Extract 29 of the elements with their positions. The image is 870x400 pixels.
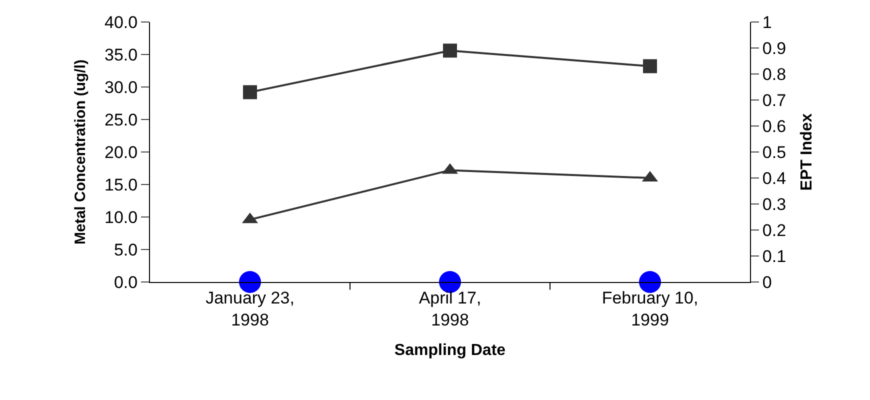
x-tick-label: February 10, 1999 xyxy=(602,288,698,330)
y2-tick-label: 0.3 xyxy=(762,194,786,214)
y2-tick-label: 0.9 xyxy=(762,38,786,58)
y2-tick-label: 0.1 xyxy=(762,246,786,266)
y2-tick-label: 0.5 xyxy=(762,142,786,162)
y-tick-label: 20.0 xyxy=(104,142,138,162)
point xyxy=(443,44,457,58)
y-tick-label: 15.0 xyxy=(104,175,138,194)
y2-tick-label: 0 xyxy=(762,272,772,292)
x-tick-label: April 17, 1998 xyxy=(418,288,482,330)
y2-tick-label: 1 xyxy=(762,12,772,32)
y2-tick-label: 0.2 xyxy=(762,220,786,240)
y2-tick-label: 0.4 xyxy=(762,168,786,188)
y-axis-title: Metal Concentration (ug/l) xyxy=(72,60,89,244)
y2-tick-label: 0.6 xyxy=(762,116,786,136)
point xyxy=(643,59,657,74)
y-tick-label: 40.0 xyxy=(104,12,138,32)
y-tick-label: 35.0 xyxy=(104,45,138,64)
x-axis-title: Sampling Date xyxy=(394,342,506,360)
y2-tick-label: 0.7 xyxy=(762,90,786,110)
y-tick-label: 5.0 xyxy=(114,240,138,260)
point xyxy=(243,85,257,100)
x-tick-label: January 23, 1998 xyxy=(206,288,294,330)
y2-tick-label: 0.8 xyxy=(762,64,786,84)
y-tick-label: 25.0 xyxy=(104,110,138,130)
y-tick-label: 30.0 xyxy=(104,78,138,97)
y-tick-label: 0.0 xyxy=(114,272,138,292)
y-tick-label: 10.0 xyxy=(104,208,138,227)
y2-axis-title: EPT Index xyxy=(798,113,816,191)
